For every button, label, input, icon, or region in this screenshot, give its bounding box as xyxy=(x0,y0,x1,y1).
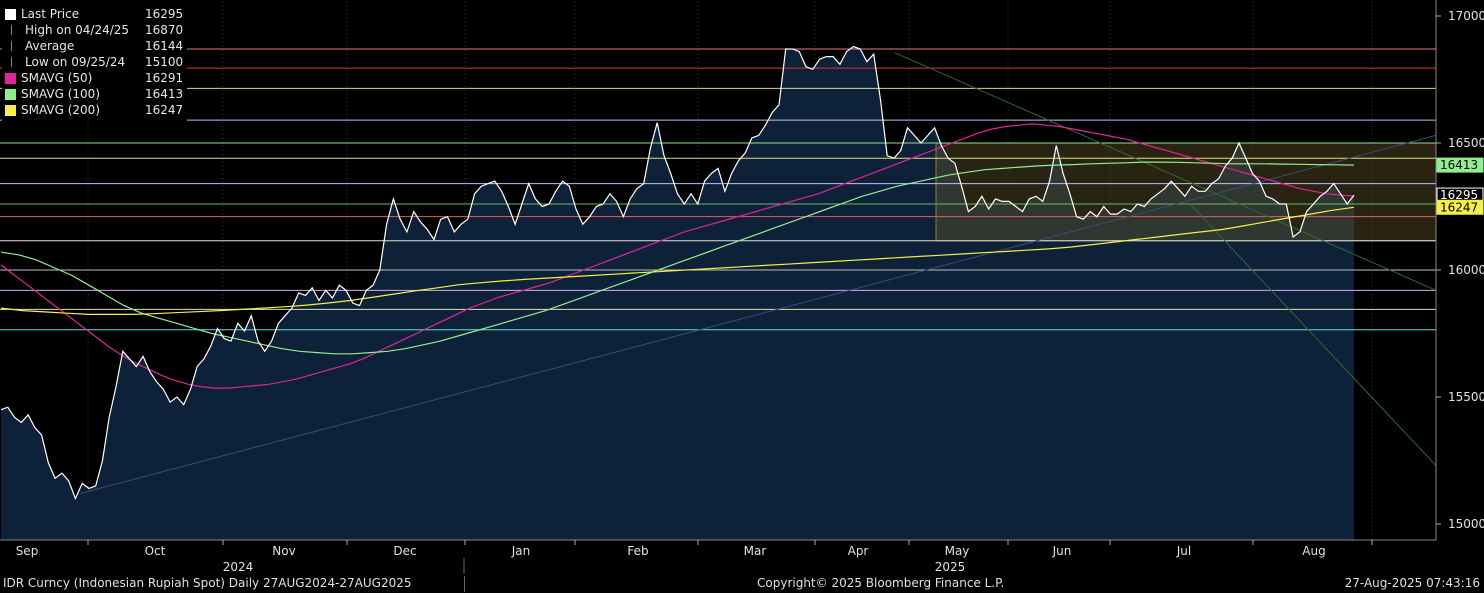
price-area-fill xyxy=(1,46,1354,540)
legend-row-0: Last Price 16295 xyxy=(2,6,187,22)
legend-row-6: SMAVG (200) 16247 xyxy=(2,102,187,118)
legend-value: 16413 xyxy=(145,87,184,101)
legend-label: SMAVG (100) xyxy=(21,87,101,101)
x-tick-label-mar: Mar xyxy=(744,544,767,558)
legend-label: Low on 09/25/24 xyxy=(25,55,126,69)
footer-copyright: Copyright© 2025 Bloomberg Finance L.P. xyxy=(757,576,1005,590)
legend-swatch-square-magenta xyxy=(5,72,16,84)
low-marker-icon xyxy=(11,57,18,67)
legend: Last Price 16295 High on 04/24/25 16870 Aver… xyxy=(2,6,187,122)
y-tick-label-17000: 17000 xyxy=(1448,9,1484,23)
x-tick-label-jun: Jun xyxy=(1052,544,1072,558)
x-tick-label-oct: Oct xyxy=(145,544,166,558)
legend-value: 16295 xyxy=(145,7,184,21)
legend-value: 16144 xyxy=(145,39,184,53)
legend-swatch-square-green xyxy=(5,88,16,100)
x-tick-label-nov: Nov xyxy=(272,544,295,558)
legend-row-2: Average 16144 xyxy=(2,38,187,54)
consolidation-box xyxy=(935,142,1437,242)
legend-value: 16247 xyxy=(145,103,184,117)
footer-timestamp: 27-Aug-2025 07:43:16 xyxy=(1344,576,1480,590)
legend-label: High on 04/24/25 xyxy=(25,23,130,37)
legend-row-5: SMAVG (100) 16413 xyxy=(2,86,187,102)
legend-value: 15100 xyxy=(145,55,184,69)
legend-value: 16291 xyxy=(145,71,184,85)
legend-row-4: SMAVG (50) 16291 xyxy=(2,70,187,86)
y-tick-label-15000: 15000 xyxy=(1448,517,1484,531)
x-tick-label-feb: Feb xyxy=(627,544,648,558)
price-line xyxy=(0,45,1355,501)
footer: IDR Curncy (Indonesian Rupiah Spot) Dail… xyxy=(0,574,1484,593)
x-tick-label-sep: Sep xyxy=(16,544,39,558)
legend-swatch-square-white xyxy=(5,8,16,20)
y-tick-label-15500: 15500 xyxy=(1448,390,1484,404)
x-tick-label-aug: Aug xyxy=(1302,544,1325,558)
value-tag-16247 xyxy=(1436,199,1484,215)
y-axis-area xyxy=(1436,0,1484,540)
y-tick-label-16500: 16500 xyxy=(1448,136,1484,150)
legend-label: SMAVG (200) xyxy=(21,103,101,117)
footer-security-label: IDR Curncy (Indonesian Rupiah Spot) Dail… xyxy=(3,576,412,590)
value-tag-label-16295: 16295 xyxy=(1440,188,1478,202)
legend-row-1: High on 04/24/25 16870 xyxy=(2,22,187,38)
legend-label: Average xyxy=(25,39,75,53)
x-tick-label-may: May xyxy=(945,544,970,558)
value-tag-label-16413: 16413 xyxy=(1440,158,1478,172)
sma200-line xyxy=(0,206,1355,315)
legend-swatch-square-yellow xyxy=(5,104,16,116)
year-label-2024: 2024 xyxy=(223,560,254,574)
x-tick-label-apr: Apr xyxy=(848,544,869,558)
trendline-breakdown xyxy=(1189,203,1437,466)
x-tick-label-jul: Jul xyxy=(1176,544,1191,558)
average-marker-icon xyxy=(11,41,18,51)
x-tick-label-jan: Jan xyxy=(511,544,531,558)
footer-divider xyxy=(464,576,465,592)
legend-row-3: Low on 09/25/24 15100 xyxy=(2,54,187,70)
x-tick-label-dec: Dec xyxy=(393,544,416,558)
year-label-2025: 2025 xyxy=(935,560,966,574)
trendline-falling xyxy=(894,52,1437,291)
high-marker-icon xyxy=(11,25,18,35)
y-tick-label-16000: 16000 xyxy=(1448,263,1484,277)
sma100-line xyxy=(0,161,1355,355)
value-tag-16413 xyxy=(1436,157,1484,173)
value-tag-label-16247: 16247 xyxy=(1440,200,1478,214)
trendline-rising xyxy=(79,134,1437,495)
sma50-line xyxy=(0,123,1355,389)
legend-value: 16870 xyxy=(145,23,184,37)
legend-label: SMAVG (50) xyxy=(21,71,93,85)
legend-label: Last Price xyxy=(21,7,80,21)
